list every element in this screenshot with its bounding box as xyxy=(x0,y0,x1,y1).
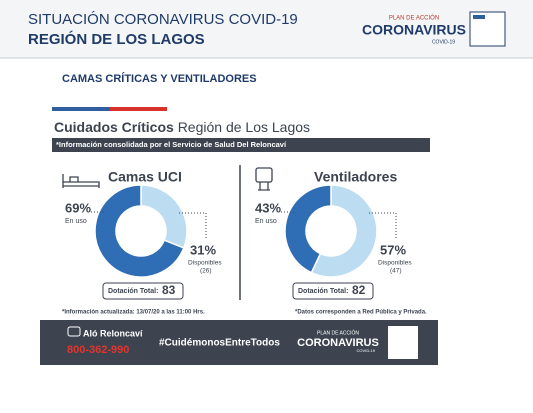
donut-segment xyxy=(310,184,378,278)
footer-hashtag: #CuidémonosEntreTodos xyxy=(159,338,280,349)
card-title-rest: Región de Los Lagos xyxy=(178,119,310,135)
header-bg xyxy=(0,0,533,58)
footer-gov-logo xyxy=(388,326,418,359)
header-subtitle: REGIÓN DE LOS LAGOS xyxy=(28,30,205,48)
gov-logo-mark xyxy=(473,15,485,19)
footnote-right: *Datos corresponden a Red Pública y Priv… xyxy=(295,310,427,316)
leader-line xyxy=(179,212,207,240)
footer-phone: 800-362-990 xyxy=(67,344,129,356)
value-label: 43% xyxy=(255,200,281,215)
total-box xyxy=(102,282,184,300)
footer-logo-main: CORONAVIRUS xyxy=(297,337,379,349)
footer-logo-sub: COVID-19 xyxy=(357,348,376,353)
footer-band xyxy=(40,320,438,365)
total-value: 83 xyxy=(162,283,176,297)
total-box xyxy=(292,282,374,300)
value-label: 57% xyxy=(380,242,406,257)
category-label: Disponibles xyxy=(188,260,222,267)
footer-name: Aló Reloncaví xyxy=(83,328,143,338)
logo-top: PLAN DE ACCIÓN xyxy=(389,15,439,22)
total-label: Dotación Total: xyxy=(298,288,348,295)
panel-title: Ventiladores xyxy=(314,169,397,185)
bed-icon xyxy=(62,174,100,188)
category-label: En uso xyxy=(255,218,277,225)
total-label: Dotación Total: xyxy=(108,288,158,295)
donut-segment xyxy=(94,184,185,278)
section-title: CAMAS CRÍTICAS Y VENTILADORES xyxy=(62,72,257,85)
total-value: 82 xyxy=(352,283,366,297)
available-count: (47) xyxy=(390,268,402,275)
card-note: *Información consolidada por el Servicio… xyxy=(56,140,287,149)
logo-main: CORONAVIRUS xyxy=(362,22,466,38)
available-count: (26) xyxy=(200,268,212,275)
value-label: 69% xyxy=(65,200,91,215)
donut-segment xyxy=(284,184,332,274)
category-label: En uso xyxy=(65,218,87,225)
card-title-bold: Cuidados Críticos xyxy=(54,119,174,135)
footer-logo-top: PLAN DE ACCIÓN xyxy=(317,329,359,336)
leader-line xyxy=(369,212,397,240)
value-label: 31% xyxy=(190,242,216,257)
accent-blue xyxy=(52,107,110,111)
panel-title: Camas UCI xyxy=(108,169,182,185)
footnote-left: *Información actualizada: 13/07/20 a las… xyxy=(62,310,205,316)
phone-icon xyxy=(67,326,81,337)
header-title: SITUACIÓN CORONAVIRUS COVID-19 xyxy=(28,11,298,28)
note-band xyxy=(52,138,430,152)
logo-sub: COVID-19 xyxy=(432,39,455,45)
category-label: Disponibles xyxy=(378,260,412,267)
card-title: Cuidados Críticos Región de Los Lagos xyxy=(54,119,310,135)
ventilator-icon xyxy=(255,167,273,191)
accent-red xyxy=(110,107,167,111)
